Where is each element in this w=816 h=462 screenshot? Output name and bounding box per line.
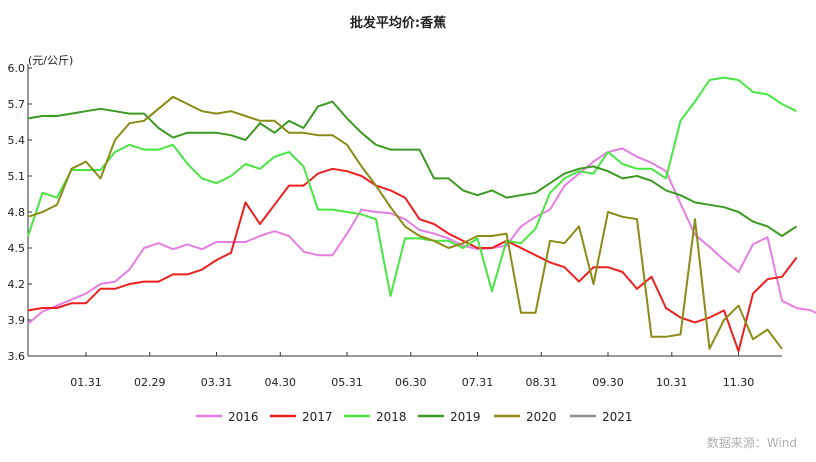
y-tick-label: 5.4: [8, 134, 26, 147]
x-tick-label: 02.29: [134, 376, 166, 389]
x-tick-label: 08.31: [526, 376, 558, 389]
series-line-2017: [27, 167, 798, 353]
y-tick-label: 4.2: [8, 278, 26, 291]
x-tick-label: 09.30: [592, 376, 624, 389]
y-tick-label: 4.8: [8, 206, 26, 219]
series-line-2019: [27, 100, 798, 237]
chart-title: 批发平均价:香蕉: [350, 15, 446, 31]
x-tick-label: 06.30: [395, 376, 427, 389]
x-tick-label: 11.30: [723, 376, 755, 389]
legend-label-2020: 2020: [526, 410, 557, 424]
legend-label-2021: 2021: [602, 410, 633, 424]
y-tick-label: 3.9: [8, 314, 26, 327]
x-tick-label: 07.31: [462, 376, 494, 389]
y-tick-label: 5.7: [8, 98, 26, 111]
x-tick-label: 04.30: [265, 376, 297, 389]
series-line-2018: [27, 76, 797, 297]
legend-label-2018: 2018: [376, 410, 407, 424]
x-tick-label: 03.31: [201, 376, 233, 389]
legend: 2016 2017 2018 2019 2020 2021: [196, 410, 633, 424]
x-tick-label: 10.31: [656, 376, 688, 389]
legend-label-2017: 2017: [302, 410, 333, 424]
y-axis-unit-label: (元/公斤): [28, 54, 73, 67]
y-tick-label: 5.1: [8, 170, 26, 183]
x-tick-label: 05.31: [331, 376, 363, 389]
y-tick-label: 4.5: [8, 242, 26, 255]
series-line-2016: [27, 147, 816, 325]
y-tick-label: 6.0: [8, 62, 26, 75]
x-tick-label: 01.31: [70, 376, 102, 389]
data-source-note: 数据来源：Wind: [707, 435, 797, 450]
legend-label-2016: 2016: [228, 410, 259, 424]
legend-label-2019: 2019: [450, 410, 481, 424]
series-line-2020: [27, 95, 783, 350]
y-tick-label: 3.6: [8, 350, 26, 363]
plot-area: 6.0 5.7 5.4 5.1 4.8 4.5 4.2 3.9 3.6 01.31 02.29 03.…: [8, 62, 816, 389]
